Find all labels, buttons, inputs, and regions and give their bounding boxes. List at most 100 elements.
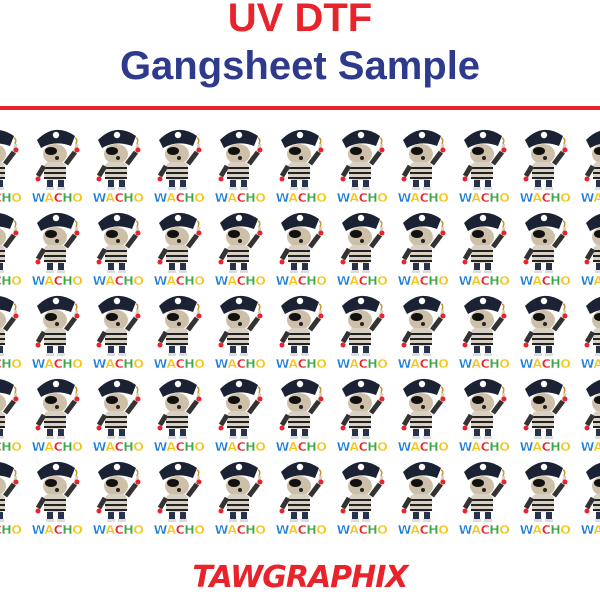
tile-label: WACHO	[31, 439, 83, 454]
tile-label: WACHO	[275, 522, 327, 537]
tile-pirate-dog: WACHO	[454, 124, 514, 206]
tile-label: WACHO	[92, 439, 144, 454]
tile-pirate-dog: WACHO	[27, 456, 87, 538]
tile-label: WACHO	[336, 522, 388, 537]
tile-pirate-dog: WACHO	[0, 207, 26, 289]
tile-label: WACHO	[397, 356, 449, 371]
tile-label: WACHO	[92, 273, 144, 288]
tile-label: WACHO	[31, 522, 83, 537]
tile-pirate-dog: WACHO	[454, 290, 514, 372]
tile-pirate-dog: WACHO	[149, 290, 209, 372]
tile-label: WACHO	[397, 439, 449, 454]
tile-pirate-dog: WACHO	[271, 124, 331, 206]
tile-label: WACHO	[92, 190, 144, 205]
tile-label: WACHO	[336, 273, 388, 288]
tile-pirate-dog: WACHO	[149, 373, 209, 455]
tile-label: WACHO	[214, 522, 266, 537]
tile-label: WACHO	[397, 273, 449, 288]
tile-label: WACHO	[580, 439, 600, 454]
tile-label: WACHO	[0, 273, 22, 288]
tile-pirate-dog: WACHO	[27, 290, 87, 372]
tile-pirate-dog: WACHO	[515, 124, 575, 206]
tile-pirate-dog: WACHO	[576, 373, 600, 455]
tile-pirate-dog: WACHO	[271, 207, 331, 289]
title-line-1: UV DTF	[227, 0, 373, 40]
tile-label: WACHO	[275, 439, 327, 454]
tile-label: WACHO	[519, 356, 571, 371]
tile-pirate-dog: WACHO	[332, 456, 392, 538]
title-line-2: Gangsheet Sample	[119, 44, 481, 88]
tile-label: WACHO	[0, 522, 22, 537]
tile-pirate-dog: WACHO	[576, 207, 600, 289]
tile-label: WACHO	[275, 273, 327, 288]
tile-pirate-dog: WACHO	[210, 456, 270, 538]
tile-label: WACHO	[519, 190, 571, 205]
tile-label: WACHO	[336, 190, 388, 205]
tile-label: WACHO	[580, 356, 600, 371]
tile-pirate-dog: WACHO	[0, 373, 26, 455]
tile-pirate-dog: WACHO	[0, 290, 26, 372]
tile-pirate-dog: WACHO	[88, 124, 148, 206]
tile-label: WACHO	[519, 439, 571, 454]
tile-pirate-dog: WACHO	[271, 456, 331, 538]
tile-pirate-dog: WACHO	[271, 373, 331, 455]
tile-label: WACHO	[214, 190, 266, 205]
tile-label: WACHO	[153, 356, 205, 371]
tile-pirate-dog: WACHO	[210, 207, 270, 289]
tile-label: WACHO	[458, 439, 510, 454]
tile-pirate-dog: WACHO	[454, 373, 514, 455]
tile-label: WACHO	[336, 356, 388, 371]
tile-pirate-dog: WACHO	[88, 207, 148, 289]
tile-label: WACHO	[31, 356, 83, 371]
tile-label: WACHO	[580, 273, 600, 288]
divider	[0, 106, 600, 110]
tile-pirate-dog: WACHO	[88, 290, 148, 372]
tile-label: WACHO	[275, 356, 327, 371]
tile-label: WACHO	[153, 522, 205, 537]
tile-pirate-dog: WACHO	[332, 207, 392, 289]
tile-pirate-dog: WACHO	[88, 373, 148, 455]
tile-label: WACHO	[92, 522, 144, 537]
tile-pirate-dog: WACHO	[393, 124, 453, 206]
tile-pirate-dog: WACHO	[210, 124, 270, 206]
tile-pirate-dog: WACHO	[515, 290, 575, 372]
tile-label: WACHO	[458, 273, 510, 288]
tile-pirate-dog: WACHO	[393, 207, 453, 289]
tile-label: WACHO	[336, 439, 388, 454]
tile-pirate-dog: WACHO	[576, 124, 600, 206]
tile-pirate-dog: WACHO	[393, 456, 453, 538]
tile-label: WACHO	[214, 273, 266, 288]
tile-label: WACHO	[458, 356, 510, 371]
tile-pirate-dog: WACHO	[210, 373, 270, 455]
tile-label: WACHO	[458, 190, 510, 205]
tile-label: WACHO	[580, 522, 600, 537]
tile-label: WACHO	[0, 356, 22, 371]
tile-pirate-dog: WACHO	[576, 290, 600, 372]
tile-pirate-dog: WACHO	[332, 373, 392, 455]
tile-pirate-dog: WACHO	[515, 456, 575, 538]
tile-pirate-dog: WACHO	[454, 456, 514, 538]
tile-label: WACHO	[458, 522, 510, 537]
tile-label: WACHO	[0, 190, 22, 205]
tile-label: WACHO	[397, 190, 449, 205]
tile-pirate-dog: WACHO	[149, 207, 209, 289]
tile-pirate-dog: WACHO	[515, 207, 575, 289]
tile-label: WACHO	[397, 522, 449, 537]
tile-pirate-dog: WACHO	[271, 290, 331, 372]
tile-pirate-dog: WACHO	[515, 373, 575, 455]
tile-pirate-dog: WACHO	[393, 290, 453, 372]
tile-pirate-dog: WACHO	[332, 124, 392, 206]
tile-pirate-dog: WACHO	[393, 373, 453, 455]
tile-pirate-dog: WACHO	[210, 290, 270, 372]
tile-pirate-dog: WACHO	[576, 456, 600, 538]
tile-label: WACHO	[92, 356, 144, 371]
tile-label: WACHO	[580, 190, 600, 205]
tile-label: WACHO	[0, 439, 22, 454]
tile-label: WACHO	[275, 190, 327, 205]
tile-pirate-dog: WACHO	[149, 124, 209, 206]
tile-label: WACHO	[153, 439, 205, 454]
tile-pirate-dog: WACHO	[0, 124, 26, 206]
tile-pirate-dog: WACHO	[149, 456, 209, 538]
tile-pirate-dog: WACHO	[88, 456, 148, 538]
brand-logo: TAWGRAPHIX	[192, 560, 408, 595]
